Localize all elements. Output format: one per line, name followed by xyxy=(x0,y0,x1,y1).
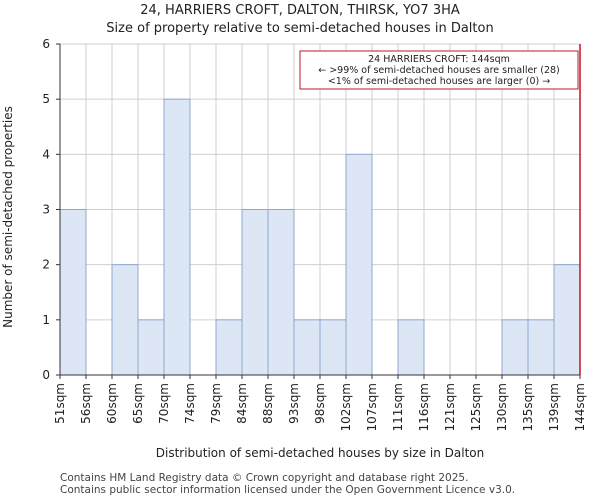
x-tick-label: 79sqm xyxy=(209,383,223,424)
x-tick-label: 56sqm xyxy=(79,383,93,424)
annotation-line2: ← >99% of semi-detached houses are small… xyxy=(318,65,560,76)
bar-135sqm xyxy=(527,319,555,376)
bar-93sqm xyxy=(293,319,321,376)
annotation-line1: 24 HARRIERS CROFT: 144sqm xyxy=(368,54,510,65)
x-tick-label: 135sqm xyxy=(521,383,535,431)
x-tick-label: 139sqm xyxy=(547,383,561,431)
bar-130sqm xyxy=(501,319,529,376)
chart-title: 24, HARRIERS CROFT, DALTON, THIRSK, YO7 … xyxy=(140,3,460,18)
x-tick-label: 93sqm xyxy=(287,383,301,424)
y-tick-label: 5 xyxy=(42,92,50,106)
axes xyxy=(56,43,581,379)
y-tick-label: 4 xyxy=(42,147,50,161)
y-tick-label: 6 xyxy=(42,37,50,51)
x-tick-label: 102sqm xyxy=(339,383,353,431)
x-tick-labels: 51sqm 56sqm 60sqm 65sqm 70sqm 74sqm 79sqm 84sqm… xyxy=(53,383,587,431)
bar-65sqm xyxy=(137,319,165,376)
x-tick-label: 111sqm xyxy=(391,383,405,431)
bar-chart: 0 1 2 3 4 5 6 51sqm 56sqm 60sqm 65sqm 70sqm 74sqm 79… xyxy=(1,37,587,460)
x-tick-label: 60sqm xyxy=(105,383,119,424)
bar-111sqm xyxy=(397,319,425,376)
bar-139sqm xyxy=(553,264,581,376)
bar-88sqm xyxy=(267,209,295,376)
x-tick-label: 88sqm xyxy=(261,383,275,424)
y-tick-label: 0 xyxy=(42,368,50,382)
bar-51sqm xyxy=(59,209,87,376)
bar-84sqm xyxy=(241,209,269,376)
footer-copyright: Contains HM Land Registry data © Crown c… xyxy=(60,472,469,484)
x-tick-label: 125sqm xyxy=(469,383,483,431)
x-tick-label: 116sqm xyxy=(417,383,431,431)
y-tick-label: 3 xyxy=(42,203,50,217)
x-tick-label: 130sqm xyxy=(495,383,509,431)
x-tick-label: 98sqm xyxy=(313,383,327,424)
footer-licence: Contains public sector information licen… xyxy=(60,484,516,496)
bar-102sqm xyxy=(345,153,373,376)
annotation-line3: <1% of semi-detached houses are larger (… xyxy=(328,76,550,87)
x-axis-label: Distribution of semi-detached houses by … xyxy=(156,446,484,460)
y-tick-label: 2 xyxy=(42,258,50,272)
bar-79sqm xyxy=(215,319,243,376)
y-tick-label: 1 xyxy=(42,313,50,327)
x-tick-label: 51sqm xyxy=(53,383,67,424)
y-axis-label: Number of semi-detached properties xyxy=(1,106,15,328)
x-tick-label: 70sqm xyxy=(157,383,171,424)
y-tick-labels: 0 1 2 3 4 5 6 xyxy=(42,37,50,382)
x-tick-label: 84sqm xyxy=(235,383,249,424)
x-tick-label: 65sqm xyxy=(131,383,145,424)
bar-60sqm xyxy=(111,264,139,376)
annotation-box xyxy=(299,50,579,90)
x-tick-label: 107sqm xyxy=(365,383,379,431)
bar-70sqm xyxy=(163,98,191,376)
annotation: 24 HARRIERS CROFT: 144sqm← >99% of semi-… xyxy=(299,50,579,90)
x-tick-label: 144sqm xyxy=(573,383,587,431)
x-tick-label: 121sqm xyxy=(443,383,457,431)
chart-subtitle: Size of property relative to semi-detach… xyxy=(106,21,494,36)
bar-98sqm xyxy=(319,319,347,376)
x-tick-label: 74sqm xyxy=(183,383,197,424)
